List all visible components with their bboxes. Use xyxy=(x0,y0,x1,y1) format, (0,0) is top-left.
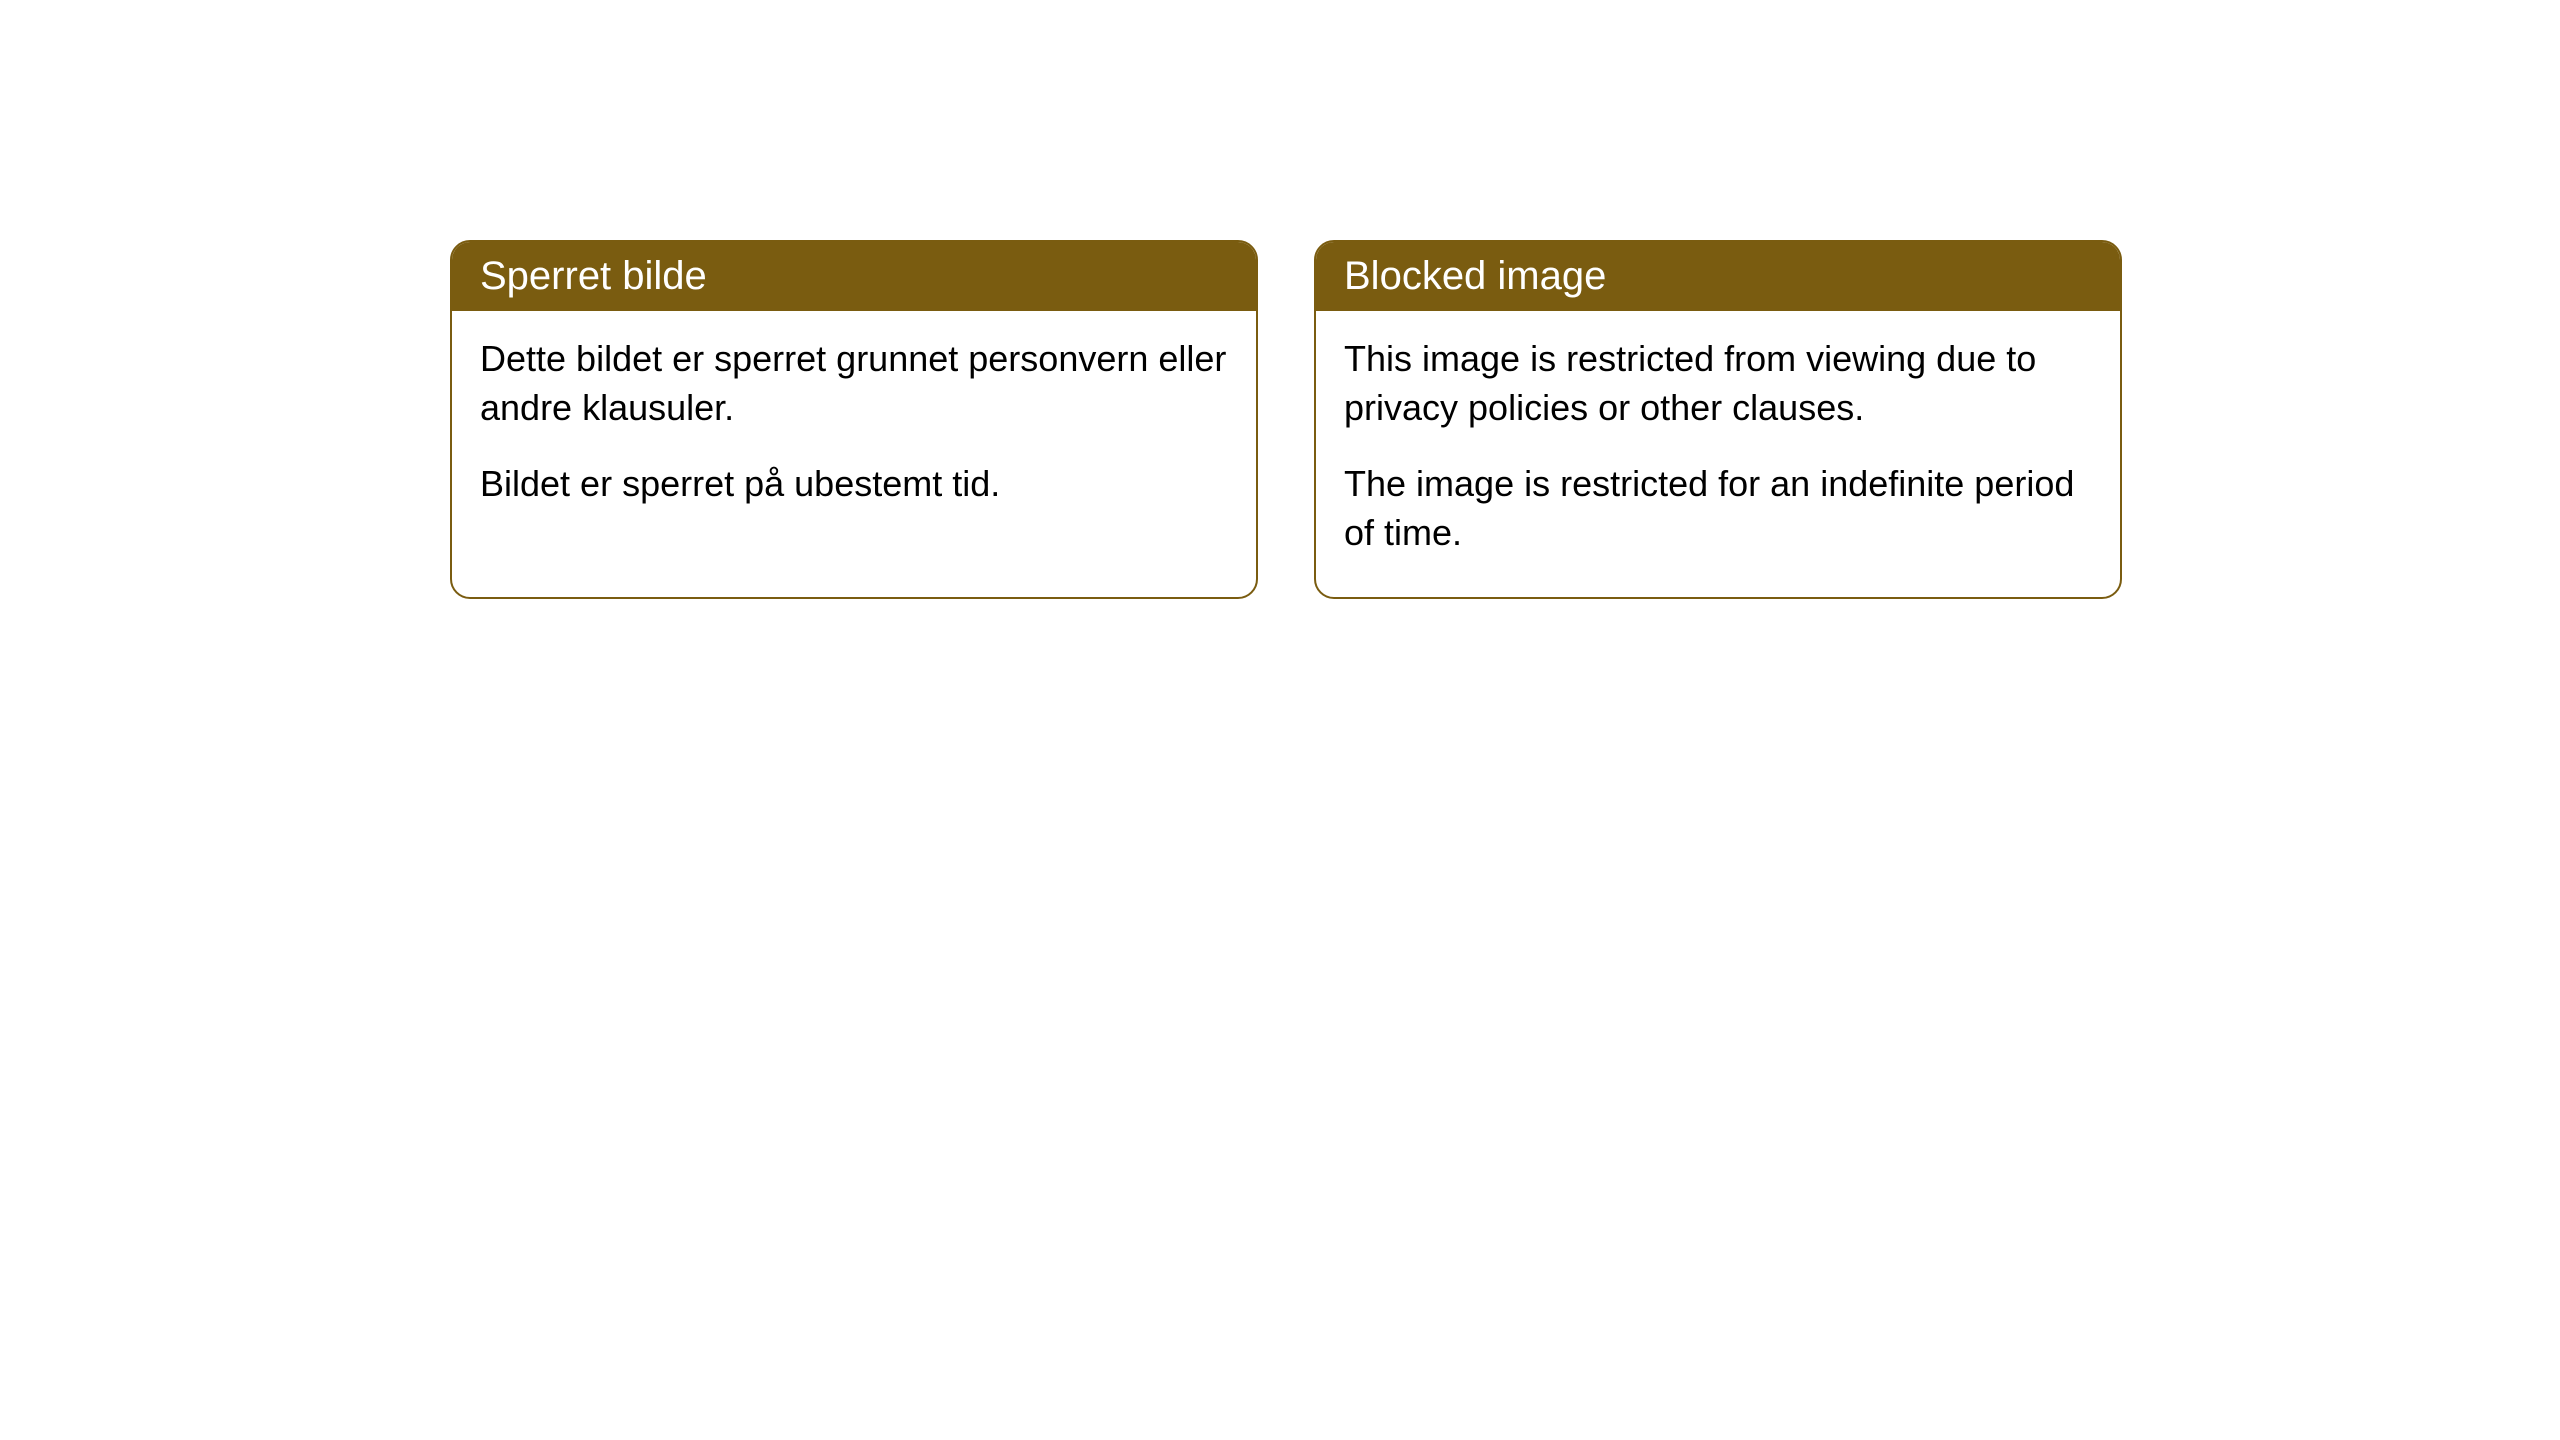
notice-card-english: Blocked image This image is restricted f… xyxy=(1314,240,2122,599)
card-paragraph: Dette bildet er sperret grunnet personve… xyxy=(480,335,1228,432)
card-paragraph: This image is restricted from viewing du… xyxy=(1344,335,2092,432)
card-title: Sperret bilde xyxy=(480,254,707,298)
card-body: Dette bildet er sperret grunnet personve… xyxy=(452,311,1256,549)
card-title: Blocked image xyxy=(1344,254,1606,298)
notice-cards-container: Sperret bilde Dette bildet er sperret gr… xyxy=(450,240,2122,599)
card-paragraph: Bildet er sperret på ubestemt tid. xyxy=(480,460,1228,509)
notice-card-norwegian: Sperret bilde Dette bildet er sperret gr… xyxy=(450,240,1258,599)
card-header: Sperret bilde xyxy=(452,242,1256,311)
card-body: This image is restricted from viewing du… xyxy=(1316,311,2120,597)
card-header: Blocked image xyxy=(1316,242,2120,311)
card-paragraph: The image is restricted for an indefinit… xyxy=(1344,460,2092,557)
